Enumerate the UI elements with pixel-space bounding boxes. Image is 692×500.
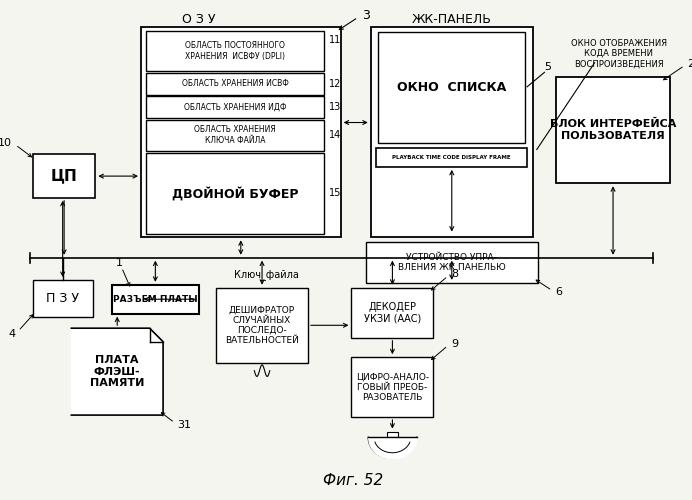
Bar bbox=[141, 27, 340, 238]
Bar bbox=[146, 120, 325, 150]
Text: О З У: О З У bbox=[182, 12, 216, 26]
Text: П З У: П З У bbox=[46, 292, 79, 305]
Text: РАЗЪЕМ ПЛАТЫ: РАЗЪЕМ ПЛАТЫ bbox=[113, 294, 198, 304]
Text: 2: 2 bbox=[687, 58, 692, 68]
Text: 5: 5 bbox=[545, 62, 552, 72]
Bar bbox=[33, 154, 95, 198]
Text: ОКНО ОТОБРАЖЕНИЯ
КОДА ВРЕМЕНИ
ВОСПРОИЗВЕДЕНИЯ: ОКНО ОТОБРАЖЕНИЯ КОДА ВРЕМЕНИ ВОСПРОИЗВЕ… bbox=[570, 38, 666, 68]
Text: ОКНО  СПИСКА: ОКНО СПИСКА bbox=[397, 81, 507, 94]
Bar bbox=[371, 27, 533, 238]
Bar bbox=[146, 31, 325, 72]
Bar bbox=[146, 154, 325, 234]
Text: 11: 11 bbox=[329, 36, 341, 46]
Text: ДЕШИФРАТОР
СЛУЧАЙНЫХ
ПОСЛЕДО-
ВАТЕЛЬНОСТЕЙ: ДЕШИФРАТОР СЛУЧАЙНЫХ ПОСЛЕДО- ВАТЕЛЬНОСТ… bbox=[225, 305, 299, 346]
Text: 1: 1 bbox=[116, 258, 123, 268]
Text: ЦП: ЦП bbox=[51, 168, 78, 184]
Text: ОБЛАСТЬ ПОСТОЯННОГО
ХРАНЕНИЯ  ИСВФУ (DPLI): ОБЛАСТЬ ПОСТОЯННОГО ХРАНЕНИЯ ИСВФУ (DPLI… bbox=[185, 42, 285, 61]
Bar bbox=[352, 357, 433, 417]
Text: ДЕКОДЕР
УКЗИ (ААС): ДЕКОДЕР УКЗИ (ААС) bbox=[364, 302, 421, 324]
Text: ЦИФРО-АНАЛО-
ГОВЫЙ ПРЕОБ-
РАЗОВАТЕЛЬ: ЦИФРО-АНАЛО- ГОВЫЙ ПРЕОБ- РАЗОВАТЕЛЬ bbox=[356, 372, 429, 402]
Bar bbox=[112, 284, 199, 314]
Bar bbox=[216, 288, 308, 363]
Text: ОБЛАСТЬ ХРАНЕНИЯ ИДФ: ОБЛАСТЬ ХРАНЕНИЯ ИДФ bbox=[184, 102, 286, 112]
Text: ПЛАТА
ФЛЭШ-
ПАМЯТИ: ПЛАТА ФЛЭШ- ПАМЯТИ bbox=[90, 355, 145, 388]
Text: ОБЛАСТЬ ХРАНЕНИЯ
КЛЮЧА ФАЙЛА: ОБЛАСТЬ ХРАНЕНИЯ КЛЮЧА ФАЙЛА bbox=[194, 126, 276, 145]
Text: Ключ_файла: Ключ_файла bbox=[235, 270, 300, 280]
Text: УСТРОЙСТВО УПРА-
ВЛЕНИЯ ЖК ПАНЕЛЬЮ: УСТРОЙСТВО УПРА- ВЛЕНИЯ ЖК ПАНЕЛЬЮ bbox=[398, 253, 506, 272]
Text: Фиг. 52: Фиг. 52 bbox=[323, 473, 383, 488]
Bar bbox=[556, 77, 670, 184]
Text: ЖК-ПАНЕЛЬ: ЖК-ПАНЕЛЬ bbox=[412, 12, 492, 26]
Text: 10: 10 bbox=[0, 138, 12, 148]
Text: ОБЛАСТЬ ХРАНЕНИЯ ИСВФ: ОБЛАСТЬ ХРАНЕНИЯ ИСВФ bbox=[181, 80, 289, 88]
Polygon shape bbox=[71, 328, 163, 415]
Text: БЛОК ИНТЕРФЕЙСА
ПОЛЬЗОВАТЕЛЯ: БЛОК ИНТЕРФЕЙСА ПОЛЬЗОВАТЕЛЯ bbox=[550, 120, 676, 141]
Text: 12: 12 bbox=[329, 79, 342, 89]
Bar bbox=[379, 32, 525, 143]
Text: 13: 13 bbox=[329, 102, 341, 112]
Text: PLAYBACK TIME CODE DISPLAY FRAME: PLAYBACK TIME CODE DISPLAY FRAME bbox=[392, 155, 511, 160]
Bar bbox=[366, 242, 538, 283]
Text: 15: 15 bbox=[329, 188, 342, 198]
Bar bbox=[146, 74, 325, 94]
Text: ДВОЙНОЙ БУФЕР: ДВОЙНОЙ БУФЕР bbox=[172, 186, 298, 200]
Text: 14: 14 bbox=[329, 130, 341, 140]
Bar bbox=[33, 280, 93, 316]
Bar bbox=[387, 432, 398, 438]
Text: 8: 8 bbox=[450, 269, 458, 279]
Text: 31: 31 bbox=[178, 420, 192, 430]
Bar bbox=[376, 148, 527, 167]
Text: 9: 9 bbox=[450, 338, 458, 348]
Text: 6: 6 bbox=[555, 288, 562, 298]
Text: 4: 4 bbox=[8, 329, 15, 339]
Bar bbox=[146, 96, 325, 117]
Text: 3: 3 bbox=[362, 9, 370, 22]
Bar bbox=[352, 288, 433, 338]
